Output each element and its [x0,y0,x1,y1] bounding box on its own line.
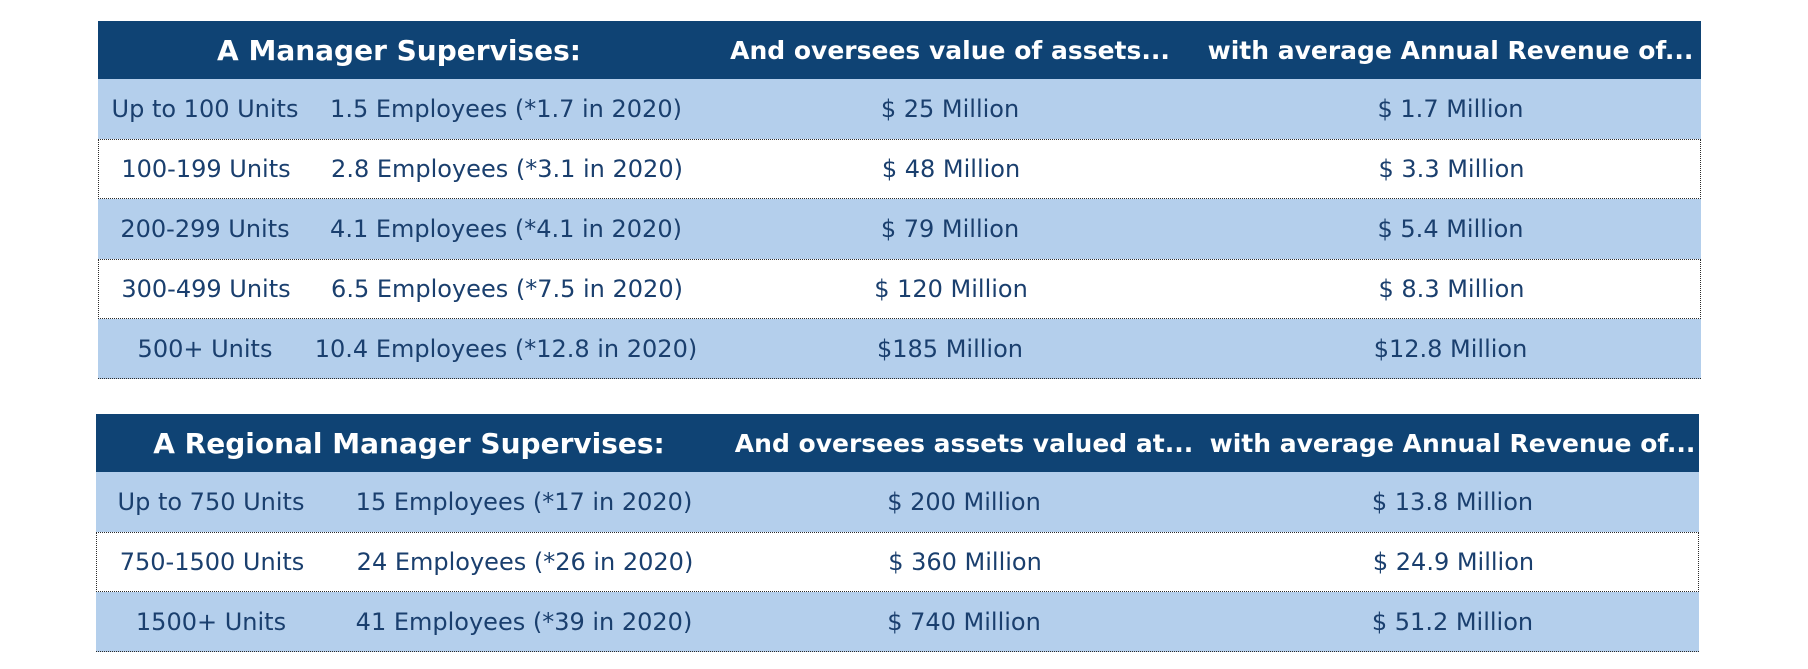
table-row: 750-1500 Units 24 Employees (*26 in 2020… [96,532,1699,592]
revenue-cell: $ 8.3 Million [1378,275,1525,303]
assets-cell: $185 Million [877,334,1023,363]
revenue-cell: $ 24.9 Million [1372,548,1535,576]
manager-table-title: A Manager Supervises: [217,33,581,67]
units-cell: Up to 100 Units [111,95,299,123]
revenue-cell: $ 13.8 Million [1371,488,1534,516]
assets-cell: $ 740 Million [887,607,1041,636]
employees-cell: 24 Employees (*26 in 2020) [356,548,694,576]
assets-cell: $ 360 Million [888,548,1042,576]
regional-revenue-heading: with average Annual Revenue of... [1209,428,1696,458]
regional-table-header: A Regional Manager Supervises: And overs… [96,414,1699,472]
revenue-cell: $ 5.4 Million [1377,215,1524,243]
assets-cell: $ 48 Million [881,155,1021,183]
regional-assets-heading: And oversees assets valued at... [734,428,1194,458]
table-row: 100-199 Units 2.8 Employees (*3.1 in 202… [98,139,1701,199]
assets-cell: $ 120 Million [874,275,1028,303]
manager-table: A Manager Supervises: And oversees value… [98,21,1701,379]
units-cell: 750-1500 Units [119,548,305,576]
table-row: 500+ Units 10.4 Employees (*12.8 in 2020… [98,319,1701,379]
manager-assets-heading: And oversees value of assets... [730,35,1170,65]
assets-cell: $ 25 Million [880,95,1020,123]
units-cell: 100-199 Units [121,155,291,183]
units-cell: 500+ Units [137,334,273,363]
employees-cell: 10.4 Employees (*12.8 in 2020) [314,334,698,363]
regional-manager-table: A Regional Manager Supervises: And overs… [96,414,1699,652]
manager-table-header: A Manager Supervises: And oversees value… [98,21,1701,79]
units-cell: 200-299 Units [120,215,290,243]
employees-cell: 15 Employees (*17 in 2020) [355,488,693,516]
employees-cell: 41 Employees (*39 in 2020) [355,607,693,636]
units-cell: 1500+ Units [135,607,287,636]
table-row: 1500+ Units 41 Employees (*39 in 2020) $… [96,592,1699,652]
employees-cell: 4.1 Employees (*4.1 in 2020) [330,215,682,243]
assets-cell: $ 200 Million [887,488,1041,516]
units-cell: Up to 750 Units [117,488,305,516]
revenue-cell: $12.8 Million [1373,334,1528,363]
table-row: Up to 100 Units 1.5 Employees (*1.7 in 2… [98,79,1701,139]
revenue-cell: $ 3.3 Million [1378,155,1525,183]
employees-cell: 1.5 Employees (*1.7 in 2020) [330,95,682,123]
units-cell: 300-499 Units [121,275,291,303]
revenue-cell: $ 1.7 Million [1377,95,1524,123]
table-row: 200-299 Units 4.1 Employees (*4.1 in 202… [98,199,1701,259]
manager-revenue-heading: with average Annual Revenue of... [1207,35,1694,65]
employees-cell: 6.5 Employees (*7.5 in 2020) [331,275,683,303]
revenue-cell: $ 51.2 Million [1371,607,1534,636]
assets-cell: $ 79 Million [880,215,1020,243]
table-row: Up to 750 Units 15 Employees (*17 in 202… [96,472,1699,532]
regional-table-title: A Regional Manager Supervises: [153,426,665,460]
table-row: 300-499 Units 6.5 Employees (*7.5 in 202… [98,259,1701,319]
employees-cell: 2.8 Employees (*3.1 in 2020) [331,155,683,183]
